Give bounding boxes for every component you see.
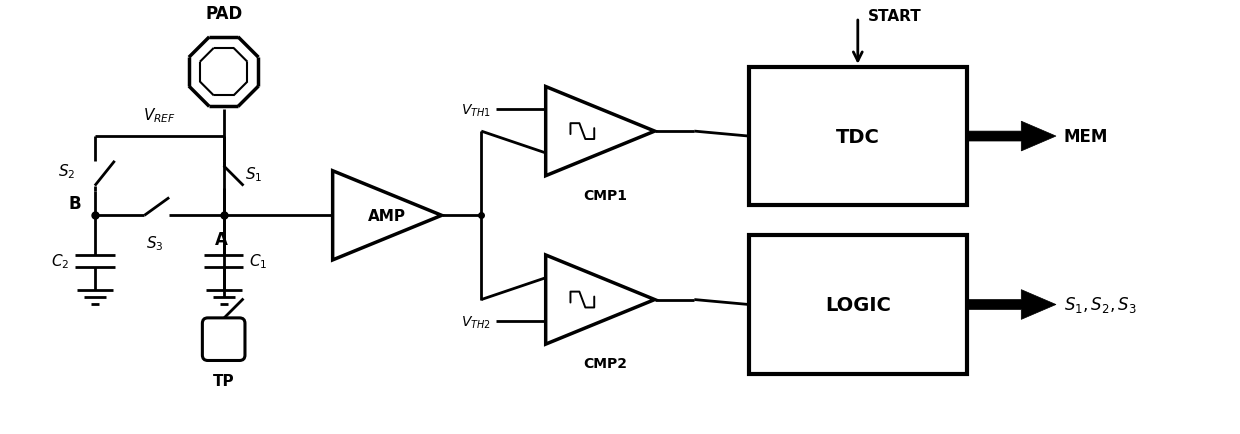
Text: $S_3$: $S_3$: [145, 233, 164, 252]
Text: $C_2$: $C_2$: [51, 252, 69, 271]
Text: $S_1$: $S_1$: [244, 165, 262, 184]
Text: AMP: AMP: [368, 208, 407, 224]
Text: $C_1$: $C_1$: [249, 252, 268, 271]
Text: $S_2$: $S_2$: [58, 162, 76, 181]
Text: $V_{REF}$: $V_{REF}$: [143, 106, 176, 125]
Text: B: B: [68, 195, 82, 213]
Text: A: A: [216, 230, 228, 249]
Text: PAD: PAD: [205, 5, 242, 23]
Bar: [749, 68, 967, 206]
Text: MEM: MEM: [1064, 128, 1109, 146]
Text: $V_{TH2}$: $V_{TH2}$: [461, 313, 491, 330]
Polygon shape: [967, 122, 1056, 151]
Bar: [749, 236, 967, 374]
Text: CMP2: CMP2: [583, 356, 627, 370]
Text: TDC: TDC: [836, 127, 879, 146]
Polygon shape: [967, 290, 1056, 319]
Text: TP: TP: [213, 373, 234, 388]
Text: $S_1, S_2, S_3$: $S_1, S_2, S_3$: [1064, 295, 1137, 315]
Text: START: START: [868, 9, 921, 23]
Text: $V_{TH1}$: $V_{TH1}$: [461, 102, 491, 118]
FancyBboxPatch shape: [202, 318, 246, 361]
Text: LOGIC: LOGIC: [825, 295, 890, 314]
Text: CMP1: CMP1: [583, 188, 627, 202]
